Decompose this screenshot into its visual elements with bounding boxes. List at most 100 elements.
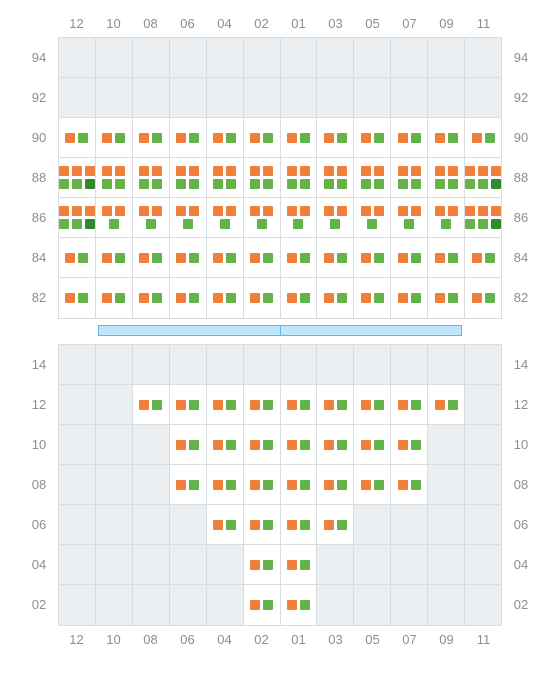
cell — [170, 278, 207, 318]
cell — [207, 238, 244, 278]
marker-row — [398, 166, 421, 176]
marker — [72, 179, 82, 189]
cell — [96, 238, 133, 278]
row-label: 90 — [20, 117, 58, 157]
column-label: 09 — [428, 632, 465, 647]
marker — [176, 480, 186, 490]
marker — [152, 253, 162, 263]
cell — [281, 78, 318, 118]
cell — [244, 505, 281, 545]
marker — [263, 293, 273, 303]
cell — [317, 425, 354, 465]
marker — [287, 133, 297, 143]
marker-row — [102, 166, 125, 176]
cell — [96, 585, 133, 625]
column-label: 06 — [169, 16, 206, 31]
marker — [287, 179, 297, 189]
marker — [183, 219, 193, 229]
marker — [115, 253, 125, 263]
cell — [133, 385, 170, 425]
row-label: 92 — [502, 77, 540, 117]
cell — [133, 585, 170, 625]
cell — [281, 425, 318, 465]
marker-row — [176, 133, 199, 143]
cell — [59, 345, 96, 385]
marker — [287, 520, 297, 530]
row-label: 92 — [20, 77, 58, 117]
marker-row — [287, 293, 310, 303]
cell — [59, 385, 96, 425]
marker — [324, 206, 334, 216]
cell — [133, 38, 170, 78]
marker — [59, 166, 69, 176]
cell — [391, 505, 428, 545]
cell — [317, 238, 354, 278]
marker — [65, 253, 75, 263]
marker — [102, 133, 112, 143]
marker-row — [250, 179, 273, 189]
cell — [317, 38, 354, 78]
marker-row — [435, 179, 458, 189]
cell — [96, 505, 133, 545]
marker-row — [361, 253, 384, 263]
cell — [133, 278, 170, 318]
cell — [281, 238, 318, 278]
marker — [472, 253, 482, 263]
marker — [324, 253, 334, 263]
cell — [465, 158, 501, 198]
row-label: 86 — [20, 197, 58, 237]
marker — [411, 253, 421, 263]
cell — [244, 545, 281, 585]
cell — [354, 585, 391, 625]
row-labels-left: 14121008060402 — [20, 344, 58, 626]
marker — [139, 293, 149, 303]
cell — [207, 345, 244, 385]
marker — [85, 179, 95, 189]
marker-row — [250, 206, 273, 216]
divider-segment — [281, 325, 463, 336]
cell — [133, 78, 170, 118]
cell — [59, 198, 96, 238]
marker — [102, 179, 112, 189]
column-label: 07 — [391, 632, 428, 647]
cell — [465, 585, 501, 625]
marker — [176, 253, 186, 263]
marker — [213, 400, 223, 410]
marker — [300, 166, 310, 176]
cell — [317, 545, 354, 585]
cell — [391, 78, 428, 118]
marker-row — [361, 166, 384, 176]
cell — [207, 385, 244, 425]
marker-row — [65, 293, 88, 303]
cell — [207, 505, 244, 545]
marker — [189, 440, 199, 450]
marker-row — [257, 219, 267, 229]
marker — [176, 179, 186, 189]
grid-row — [59, 118, 501, 158]
cell — [428, 38, 465, 78]
cell — [391, 425, 428, 465]
cell — [96, 345, 133, 385]
cell — [317, 78, 354, 118]
cell — [96, 545, 133, 585]
grid-row — [59, 385, 501, 425]
cell — [465, 505, 501, 545]
cell — [428, 345, 465, 385]
row-label: 10 — [502, 424, 540, 464]
grid-row — [59, 425, 501, 465]
cell — [133, 505, 170, 545]
cell — [170, 345, 207, 385]
marker — [226, 480, 236, 490]
row-label: 06 — [20, 504, 58, 544]
marker — [287, 480, 297, 490]
cell — [170, 238, 207, 278]
marker-row — [287, 206, 310, 216]
cell — [244, 425, 281, 465]
row-label: 02 — [20, 584, 58, 624]
marker — [115, 133, 125, 143]
cell — [317, 345, 354, 385]
marker — [374, 400, 384, 410]
marker — [337, 166, 347, 176]
marker — [213, 480, 223, 490]
cell — [391, 38, 428, 78]
